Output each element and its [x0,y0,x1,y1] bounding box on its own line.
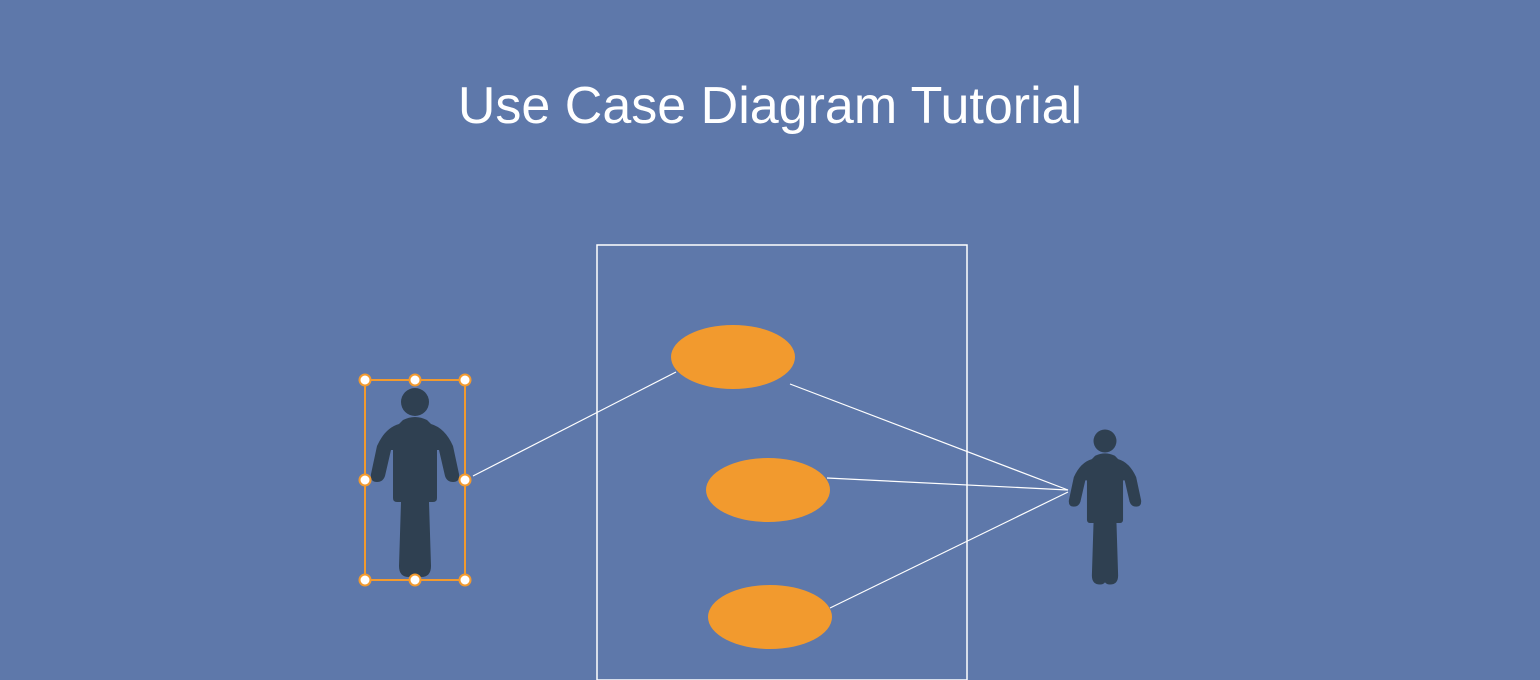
actor-left-icon[interactable] [371,388,459,577]
association-line [473,372,676,476]
selection-handle[interactable] [460,475,471,486]
use-case-diagram [0,0,1540,680]
selection-handle[interactable] [410,575,421,586]
selection-handle[interactable] [360,375,371,386]
diagram-canvas: Use Case Diagram Tutorial [0,0,1540,680]
selection-handle[interactable] [460,375,471,386]
use-case-oval[interactable] [708,585,832,649]
actor-right-icon[interactable] [1069,430,1141,585]
association-line [827,478,1068,490]
use-case-oval[interactable] [706,458,830,522]
selection-handle[interactable] [360,475,371,486]
selection-handle[interactable] [410,375,421,386]
use-case-oval[interactable] [671,325,795,389]
association-line [830,492,1068,608]
selection-handle[interactable] [460,575,471,586]
association-line [790,384,1068,490]
selection-handle[interactable] [360,575,371,586]
